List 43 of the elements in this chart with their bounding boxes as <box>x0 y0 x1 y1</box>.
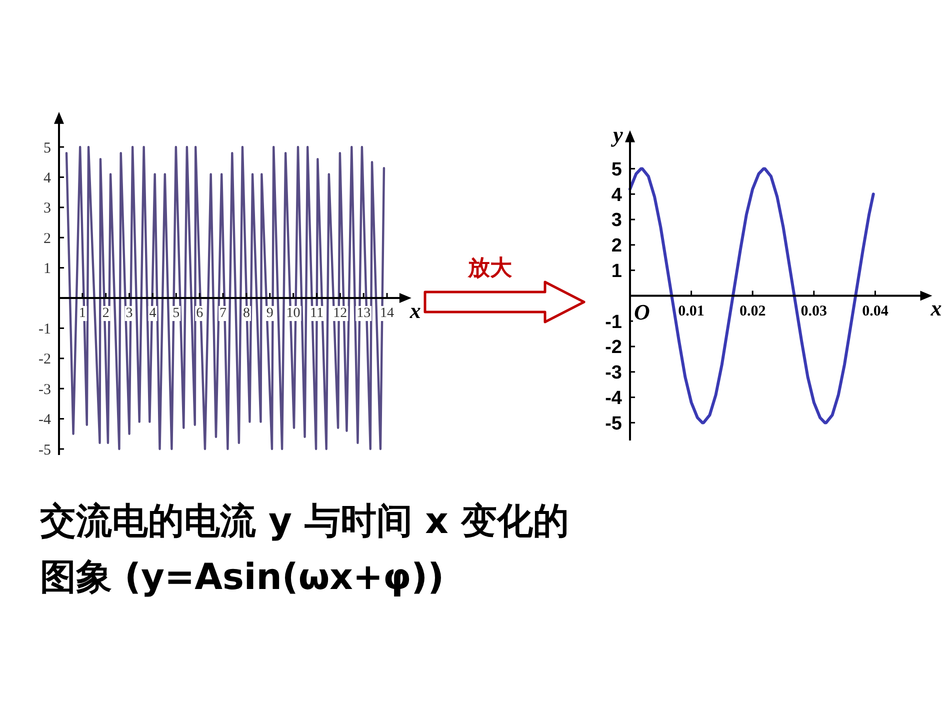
text: 放大 <box>467 256 513 281</box>
x-tick-label: 9 <box>266 306 274 321</box>
y-tick-label: -2 <box>38 352 51 368</box>
y-tick-label: -5 <box>605 413 622 434</box>
x-tick-label: 2 <box>102 306 110 321</box>
x-tick-label: 4 <box>149 306 156 321</box>
y-tick-label: -2 <box>605 337 622 358</box>
x-tick-label: 6 <box>196 306 204 321</box>
y-tick-label: -1 <box>605 312 622 333</box>
y-tick-label: 1 <box>611 260 622 282</box>
y-tick-label: 2 <box>44 230 51 247</box>
x-axis-title: x <box>408 298 421 323</box>
x-tick-label: 10 <box>286 306 300 321</box>
y-tick-label: 3 <box>611 210 622 232</box>
y-tick-label: 5 <box>44 140 51 156</box>
y-tick-label: 5 <box>611 159 622 180</box>
y-axis-title: y <box>610 122 624 148</box>
x-tick-label: 13 <box>356 306 371 321</box>
y-tick-label: 4 <box>44 170 52 186</box>
x-tick-label: 0.03 <box>800 304 828 320</box>
x-tick-label: 0.01 <box>678 304 704 320</box>
y-tick-label: -1 <box>38 321 51 338</box>
y-tick-label: -4 <box>38 412 52 428</box>
x-tick-label: 5 <box>172 306 180 321</box>
x-tick-label: 11 <box>310 306 324 321</box>
x-tick-label: 3 <box>126 306 133 321</box>
x-tick-label: 8 <box>242 306 250 321</box>
y-tick-label: -5 <box>38 442 51 458</box>
x-tick-label: 14 <box>380 306 394 321</box>
x-tick-label: 12 <box>333 306 348 321</box>
x-tick-label: 7 <box>220 306 227 321</box>
y-tick-label: 1 <box>44 261 51 278</box>
y-tick-label: 2 <box>611 236 622 257</box>
x-tick-label: 0.04 <box>862 304 889 320</box>
x-axis-title: x <box>930 296 942 321</box>
annotation: O <box>634 300 650 325</box>
y-tick-label: -3 <box>605 362 622 384</box>
y-tick-label: 4 <box>611 184 622 206</box>
x-tick-label: 0.02 <box>739 304 766 320</box>
y-tick-label: -3 <box>38 382 51 398</box>
y-tick-label: -4 <box>605 388 622 409</box>
y-tick-label: 3 <box>44 200 51 217</box>
x-tick-label: 1 <box>78 306 86 321</box>
